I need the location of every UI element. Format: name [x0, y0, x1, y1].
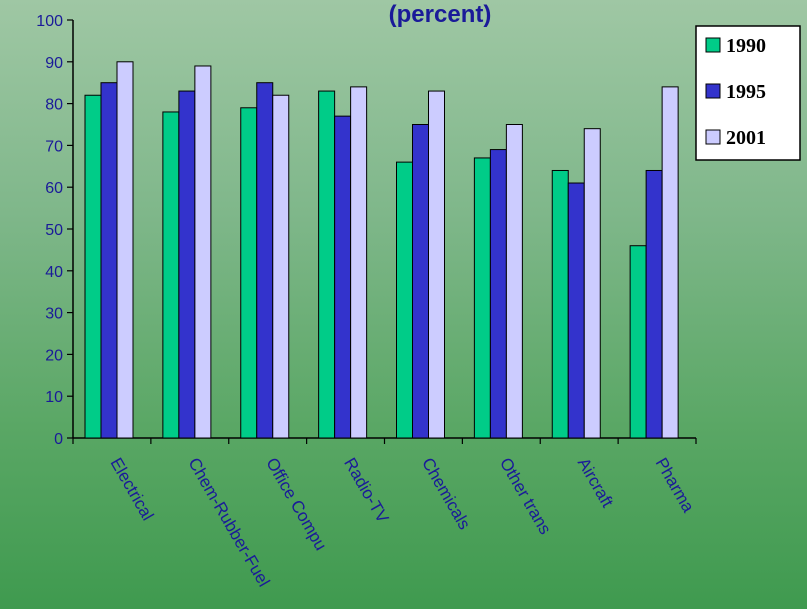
- legend: 1990 1995 2001: [696, 26, 800, 160]
- y-tick-label: 70: [45, 138, 63, 155]
- bar-2001-office-compu: [273, 95, 289, 438]
- y-tick-label: 60: [45, 180, 63, 197]
- y-tick-label: 90: [45, 55, 63, 72]
- bar-1995-office-compu: [257, 83, 273, 438]
- category-label: Pharma: [652, 455, 698, 517]
- bar-1990-chemicals: [397, 162, 413, 438]
- y-tick-label: 0: [54, 431, 63, 448]
- bar-2001-other-trans: [506, 125, 522, 439]
- chart-title: (percent): [389, 1, 492, 28]
- bar-1995-radio-tv: [335, 116, 351, 438]
- legend-swatch-2001: [706, 130, 720, 144]
- bar-1990-aircraft: [552, 170, 568, 438]
- bar-1995-other-trans: [490, 150, 506, 438]
- bar-1995-aircraft: [568, 183, 584, 438]
- bars: [85, 62, 678, 438]
- category-label: Aircraft: [574, 455, 618, 511]
- bar-1995-electrical: [101, 83, 117, 438]
- y-tick-label: 40: [45, 264, 63, 281]
- bar-1990-pharma: [630, 246, 646, 438]
- bar-1990-electrical: [85, 95, 101, 438]
- bar-1990-chem-rubber-fuel: [163, 112, 179, 438]
- bar-1995-pharma: [646, 170, 662, 438]
- bar-2001-chemicals: [429, 91, 445, 438]
- category-label: Chemicals: [418, 455, 474, 533]
- bar-2001-electrical: [117, 62, 133, 438]
- y-tick-label: 100: [36, 13, 63, 30]
- bar-1990-other-trans: [474, 158, 490, 438]
- bar-2001-pharma: [662, 87, 678, 438]
- y-tick-label: 80: [45, 97, 63, 114]
- bar-2001-radio-tv: [351, 87, 367, 438]
- category-label: Office Compu: [262, 455, 330, 554]
- category-label: Other trans: [496, 455, 555, 538]
- legend-label-2001: 2001: [726, 127, 766, 149]
- category-label: Electrical: [106, 455, 157, 524]
- category-label: Chem-Rubber-Fuel: [184, 455, 273, 591]
- y-tick-label: 10: [45, 389, 63, 406]
- legend-label-1995: 1995: [726, 81, 766, 103]
- bar-1995-chem-rubber-fuel: [179, 91, 195, 438]
- bar-1990-radio-tv: [319, 91, 335, 438]
- bar-2001-aircraft: [584, 129, 600, 438]
- y-tick-label: 20: [45, 347, 63, 364]
- legend-swatch-1990: [706, 38, 720, 52]
- bar-1995-chemicals: [413, 125, 429, 439]
- y-tick-label: 50: [45, 222, 63, 239]
- legend-label-1990: 1990: [726, 35, 766, 57]
- legend-swatch-1995: [706, 84, 720, 98]
- y-tick-label: 30: [45, 306, 63, 323]
- bar-1990-office-compu: [241, 108, 257, 438]
- category-label: Radio-TV: [340, 455, 393, 527]
- bar-2001-chem-rubber-fuel: [195, 66, 211, 438]
